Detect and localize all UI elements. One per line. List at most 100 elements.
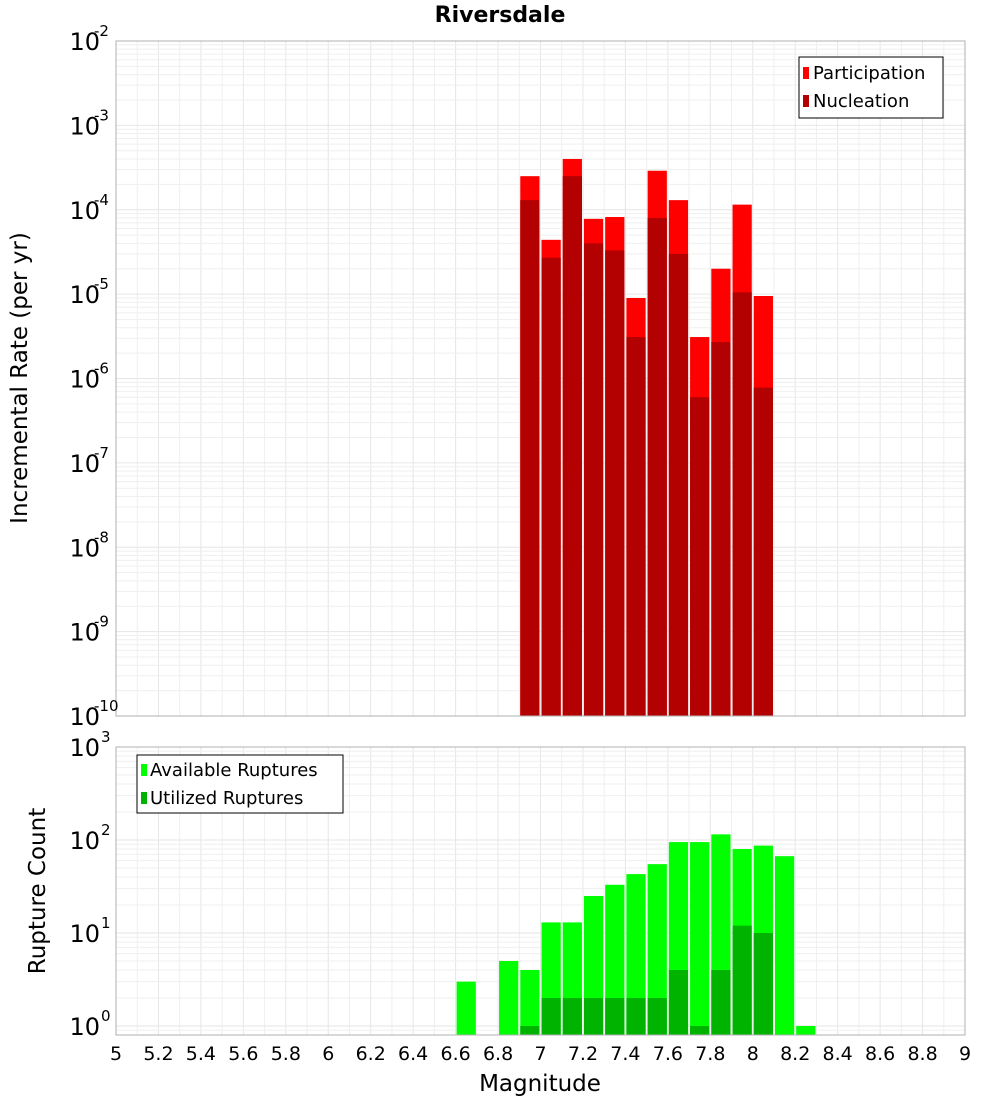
legend-label-available-ruptures: Available Ruptures	[150, 760, 318, 781]
top-panel-bars	[520, 158, 773, 717]
top-ytick-base: 10	[69, 281, 100, 309]
x-tick-label: 5.4	[186, 1043, 216, 1065]
bottom-ytick-base: 10	[69, 1013, 100, 1041]
bottom-ytick-base: 10	[69, 827, 100, 855]
bottom-legend: Available Ruptures Utilized Ruptures	[136, 754, 344, 814]
bottom-bar-a	[796, 1025, 816, 1035]
x-tick-label: 7.4	[610, 1043, 640, 1065]
bottom-bar-b	[605, 997, 625, 1035]
bottom-bar-b	[668, 969, 689, 1035]
top-bar-b	[626, 337, 646, 716]
bottom-bar-a	[690, 842, 710, 1035]
top-bar-b	[520, 200, 540, 716]
top-ytick-exp: -6	[94, 360, 109, 378]
top-bar-b	[562, 176, 582, 716]
top-ytick-exp: -10	[94, 697, 119, 715]
legend-swatch-participation	[803, 67, 809, 79]
x-tick-label: 6.2	[356, 1043, 386, 1065]
bottom-ytick-exp: 0	[101, 1007, 111, 1025]
bottom-ytick-base: 10	[69, 734, 100, 762]
x-tick-label: 8.8	[907, 1043, 937, 1065]
top-ytick-base: 10	[69, 28, 100, 56]
top-bar-b	[541, 257, 561, 716]
top-ytick-base: 10	[69, 619, 100, 647]
legend-label-utilized-ruptures: Utilized Ruptures	[150, 788, 303, 809]
bottom-bar-a	[605, 884, 625, 1035]
x-tick-label: 8.4	[823, 1043, 853, 1065]
bottom-bar-a	[499, 960, 519, 1035]
top-ytick-base: 10	[69, 534, 100, 562]
top-ytick-exp: -3	[94, 106, 109, 124]
top-ytick-base: 10	[69, 450, 100, 478]
top-bar-b	[690, 397, 710, 716]
bottom-bar-a	[520, 969, 540, 1035]
x-tick-label: 6.4	[398, 1043, 428, 1065]
bottom-bar-b	[562, 997, 582, 1035]
x-tick-label: 5	[110, 1043, 122, 1065]
top-bar-b	[711, 342, 731, 716]
bottom-bar-a	[647, 864, 667, 1035]
top-panel-frame	[115, 40, 966, 717]
legend-swatch-available-ruptures	[141, 764, 147, 776]
x-tick-label: 7	[534, 1043, 546, 1065]
bottom-legend-box	[136, 754, 344, 814]
bottom-bar-b	[647, 997, 667, 1035]
top-y-axis-label: Incremental Rate (per yr)	[7, 232, 33, 524]
x-tick-label: 6.6	[440, 1043, 470, 1065]
bottom-bar-b	[711, 969, 731, 1035]
x-tick-label: 8	[747, 1043, 759, 1065]
x-tick-label: 7.8	[695, 1043, 725, 1065]
bottom-ytick-exp: 3	[101, 728, 111, 746]
bottom-bar-b	[520, 1025, 540, 1035]
x-tick-label: 9	[959, 1043, 971, 1065]
bottom-bar-b	[753, 932, 773, 1035]
top-ytick-base: 10	[69, 112, 100, 140]
top-bar-b	[647, 217, 667, 716]
legend-swatch-nucleation	[803, 95, 809, 107]
x-tick-label: 7.6	[653, 1043, 683, 1065]
x-tick-label: 8.6	[865, 1043, 895, 1065]
x-tick-label: 5.2	[143, 1043, 173, 1065]
bottom-y-axis-label: Rupture Count	[25, 808, 51, 974]
x-tick-label: 8.2	[780, 1043, 810, 1065]
top-ytick-exp: -4	[94, 191, 109, 209]
bottom-panel-frame	[115, 746, 966, 1036]
top-ytick-exp: -2	[94, 22, 109, 40]
x-tick-label: 6	[322, 1043, 334, 1065]
x-tick-label: 7.2	[568, 1043, 598, 1065]
bottom-ytick-base: 10	[69, 920, 100, 948]
chart-title: Riversdale	[435, 3, 566, 28]
bottom-bar-b	[583, 997, 604, 1035]
bottom-ytick-exp: 1	[101, 914, 111, 932]
top-legend: Participation Nucleation	[798, 56, 944, 119]
bottom-bar-a	[456, 981, 476, 1035]
top-bar-b	[605, 250, 625, 717]
top-panel-y-ticks: 10-210-310-410-510-610-710-810-910-10	[69, 22, 118, 731]
top-bar-b	[753, 387, 773, 716]
top-bar-b	[583, 243, 604, 717]
x-axis-label: Magnitude	[479, 1071, 601, 1097]
top-bar-b	[668, 253, 689, 716]
top-ytick-exp: -8	[94, 528, 109, 546]
top-ytick-exp: -7	[94, 444, 109, 462]
top-ytick-base: 10	[69, 703, 100, 731]
top-bar-b	[732, 292, 752, 716]
bottom-bar-b	[690, 1025, 710, 1035]
top-ytick-base: 10	[69, 197, 100, 225]
top-legend-box	[798, 56, 944, 119]
bottom-bar-b	[732, 925, 752, 1035]
legend-label-nucleation: Nucleation	[813, 91, 909, 112]
top-ytick-exp: -9	[94, 613, 109, 631]
bottom-bar-b	[541, 997, 561, 1035]
legend-swatch-utilized-ruptures	[141, 792, 147, 804]
x-tick-label: 5.6	[228, 1043, 258, 1065]
x-tick-label: 5.8	[271, 1043, 301, 1065]
x-axis-ticks: 5 5.2 5.4 5.6 5.8 6 6.2 6.4 6.6 6.8 7 7.2 7.4 7.6 7.8 8…	[110, 1043, 971, 1065]
bottom-ytick-exp: 2	[101, 821, 111, 839]
top-panel-grid	[115, 40, 966, 717]
bottom-panel-bars	[456, 834, 816, 1035]
top-ytick-base: 10	[69, 366, 100, 394]
legend-label-participation: Participation	[813, 63, 925, 84]
